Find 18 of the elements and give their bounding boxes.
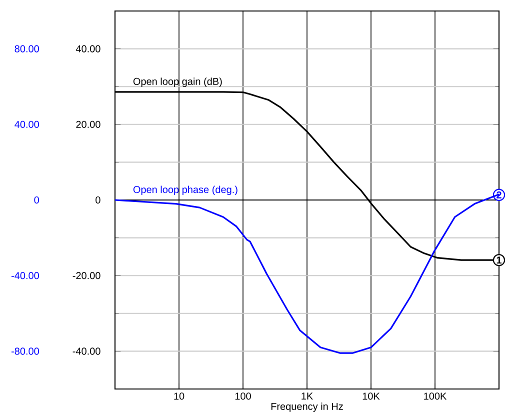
x-axis-title: Frequency in Hz — [271, 402, 343, 412]
x-tick-label: 10 — [174, 392, 184, 400]
annotation: 2 — [496, 191, 502, 198]
y-tick-label: 20.00 — [76, 120, 100, 128]
y-tick-label: -40.00 — [72, 348, 100, 355]
y2-tick-label: 40.00 — [14, 120, 39, 128]
y2-tick-label: -40.00 — [11, 272, 39, 280]
annotation: 1 — [496, 256, 502, 264]
y-tick-label: -20.00 — [72, 272, 100, 280]
y-tick-label: 0 — [96, 196, 100, 204]
y2-tick-label: 80.00 — [14, 45, 39, 52]
x-tick-label: 100K — [424, 392, 447, 400]
x-tick-label: 100 — [235, 392, 251, 400]
y2-tick-label: -80.00 — [11, 348, 39, 355]
x-tick-label: 10K — [362, 392, 380, 400]
y-tick-label: 40.00 — [76, 45, 100, 52]
x-tick-label: 1K — [302, 392, 313, 400]
y2-tick-label: 0 — [34, 196, 40, 204]
